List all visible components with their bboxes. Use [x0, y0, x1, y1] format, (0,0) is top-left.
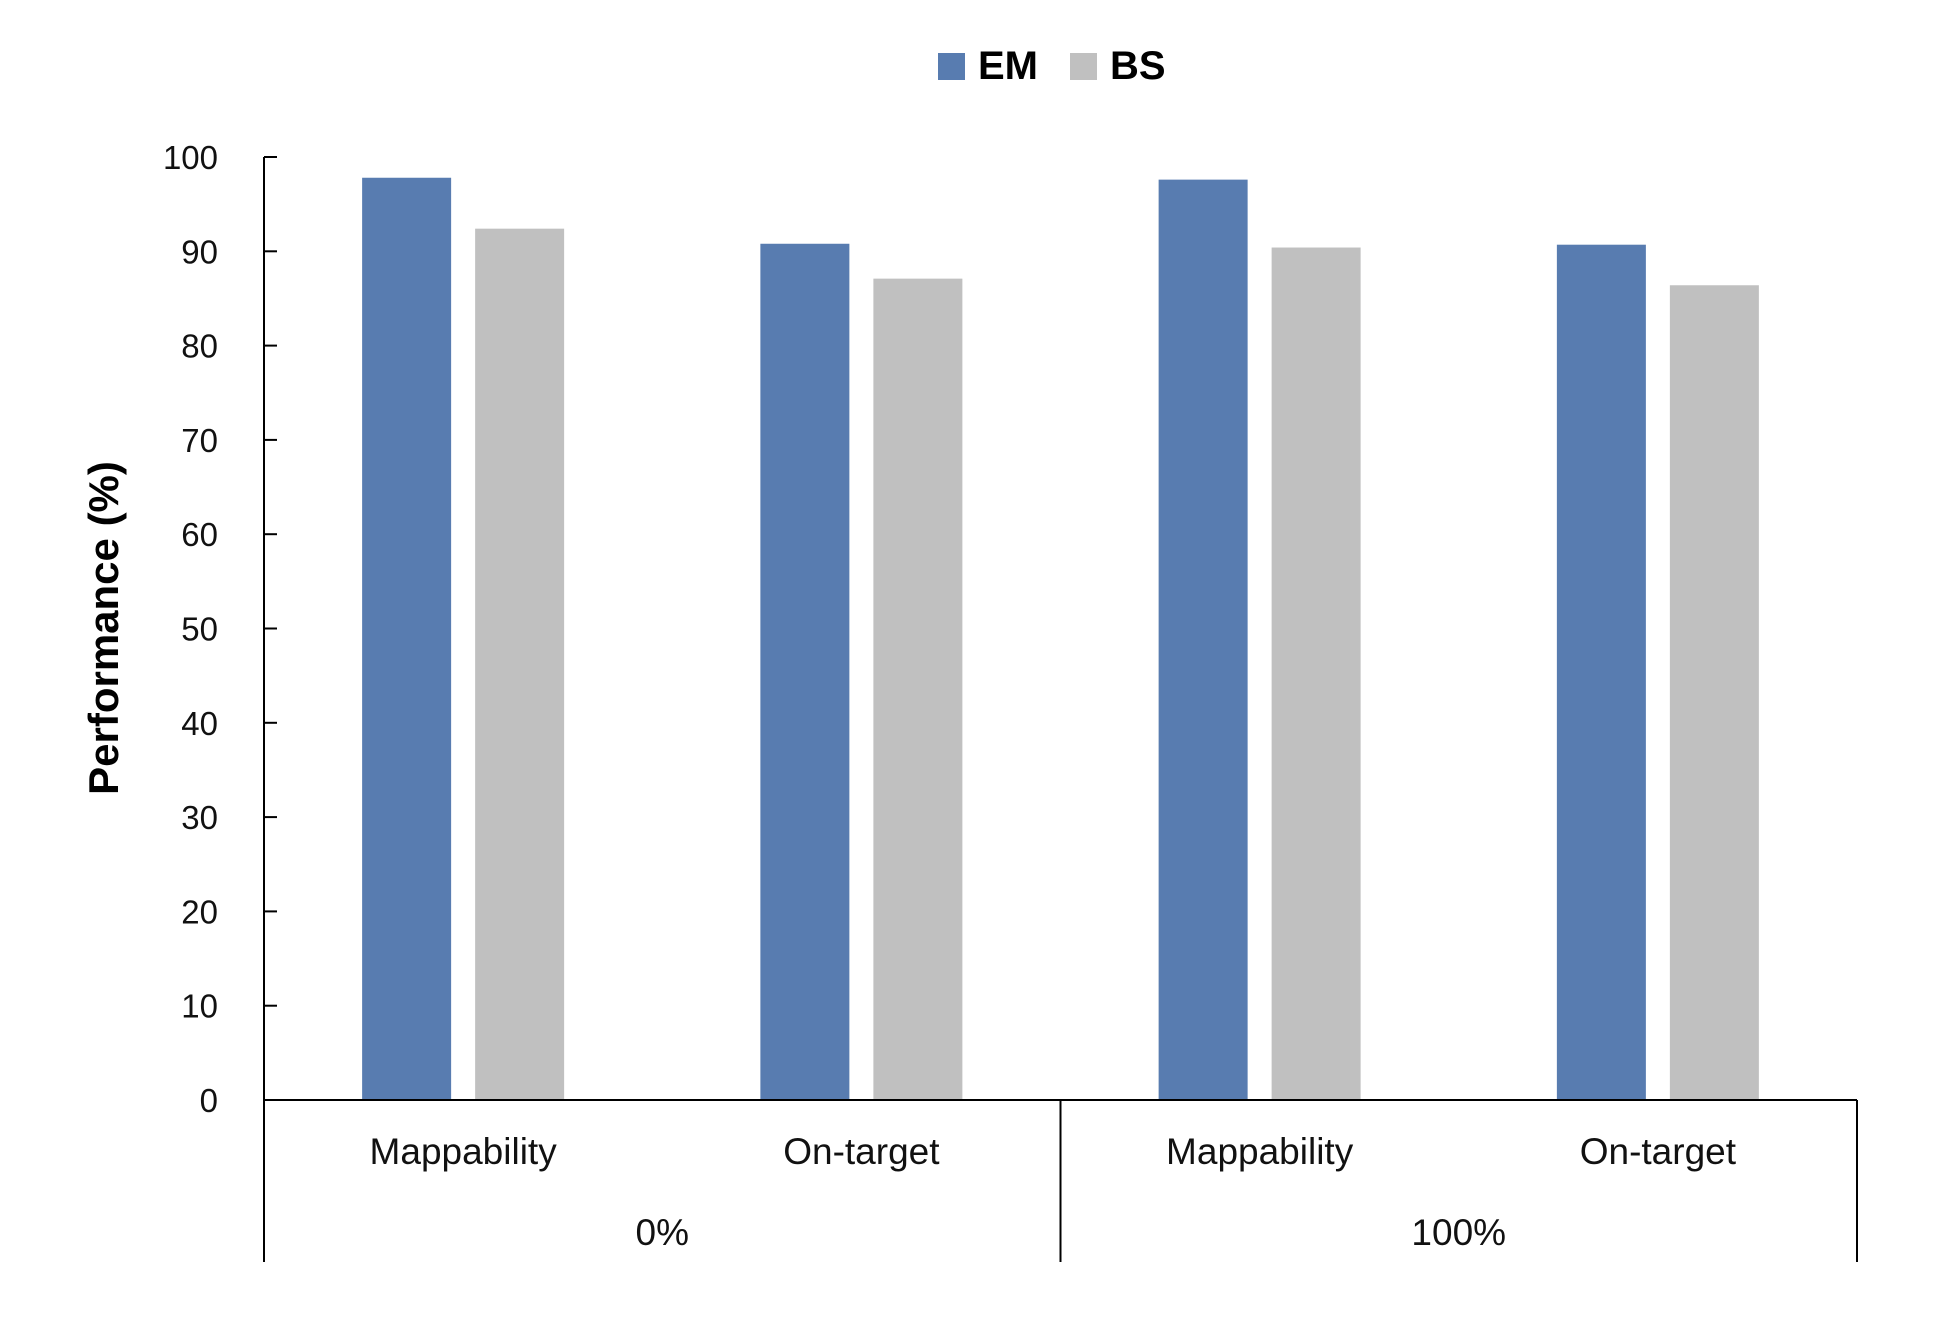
y-tick-label: 80 [181, 328, 218, 365]
x-category-label: Mappability [1166, 1131, 1354, 1172]
y-tick-label: 70 [181, 422, 218, 459]
bar-em-2 [1158, 179, 1248, 1100]
bar-bs-3 [1669, 285, 1759, 1100]
y-axis-label: Performance (%) [80, 461, 127, 795]
legend: EM BS [938, 44, 1166, 88]
y-tick-label: 0 [200, 1082, 218, 1119]
x-category-label: On-target [783, 1131, 940, 1172]
x-group-label: 100% [1411, 1212, 1506, 1253]
y-tick-label: 100 [163, 139, 218, 176]
bars [362, 177, 1759, 1101]
legend-label-bs: BS [1110, 44, 1166, 88]
legend-swatch-em [938, 53, 965, 80]
y-tick-label: 30 [181, 799, 218, 836]
bar-bs-1 [873, 278, 963, 1101]
x-category-label: Mappability [370, 1131, 558, 1172]
bar-em-3 [1556, 244, 1646, 1101]
y-tick-label: 10 [181, 988, 218, 1025]
x-axis: Mappability On-target 0% Mappability On-targ… [263, 1099, 1858, 1262]
bar-bs-0 [475, 228, 565, 1101]
x-group-label: 0% [636, 1212, 689, 1253]
y-axis: 0 10 20 30 40 50 60 70 80 90 100 [163, 139, 277, 1119]
y-tick-label: 40 [181, 705, 218, 742]
y-tick-label: 60 [181, 516, 218, 553]
x-category-label: On-target [1580, 1131, 1737, 1172]
y-tick-label: 20 [181, 893, 218, 930]
bar-em-0 [362, 177, 452, 1101]
y-tick-label: 90 [181, 233, 218, 270]
bar-em-1 [760, 243, 850, 1101]
legend-swatch-bs [1070, 53, 1097, 80]
legend-label-em: EM [978, 44, 1038, 88]
bar-bs-2 [1271, 247, 1361, 1100]
y-tick-label: 50 [181, 611, 218, 648]
